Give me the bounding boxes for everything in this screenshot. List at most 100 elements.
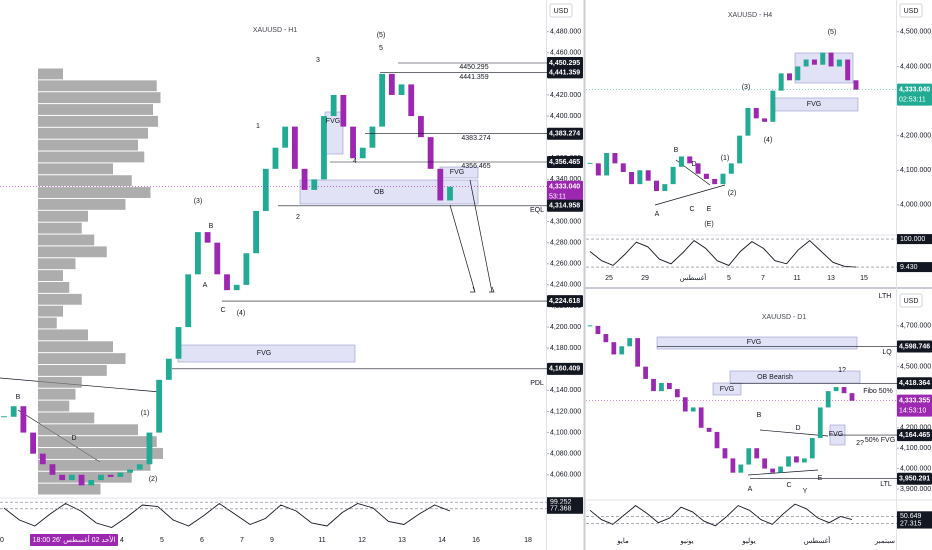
- oscillator-label: 99.252: [550, 499, 572, 506]
- candle: [165, 358, 172, 380]
- y-tick-label: 4,100.000: [900, 167, 931, 174]
- volume-profile-bar: [38, 210, 88, 222]
- annotation: A: [655, 211, 660, 218]
- annotation: 50% FVG: [865, 437, 895, 444]
- candle: [175, 327, 182, 359]
- annotation: (1): [141, 410, 150, 417]
- candle: [427, 137, 434, 169]
- candle: [770, 468, 775, 473]
- candle: [820, 52, 826, 65]
- annotation: (4): [237, 310, 246, 317]
- annotation: (1): [721, 155, 730, 162]
- y-tick-label: 4,200.000: [550, 324, 581, 331]
- annotation: B: [757, 412, 762, 419]
- candle: [156, 379, 163, 433]
- candle: [825, 391, 831, 408]
- candle: [651, 378, 656, 392]
- x-tick-label: 14: [438, 537, 446, 544]
- candle: [233, 284, 240, 291]
- volume-profile-bar: [38, 341, 113, 353]
- y-tick-label: 4,000.000: [900, 202, 931, 209]
- annotation: (4): [764, 137, 773, 144]
- candle: [794, 456, 799, 463]
- candle: [833, 387, 839, 392]
- price-label-box: [897, 429, 932, 442]
- annotation: E: [818, 475, 823, 482]
- candle: [59, 474, 66, 481]
- candle: [321, 116, 327, 180]
- candle: [682, 397, 688, 412]
- price-label-box: [897, 394, 932, 417]
- candle: [49, 464, 56, 475]
- price-label-box: [547, 66, 583, 79]
- x-tick-label: 5: [160, 537, 164, 544]
- candle: [447, 186, 453, 201]
- candle: [595, 163, 601, 176]
- y-tick-label: 4,400.000: [550, 113, 581, 120]
- x-tick-label: 29: [641, 275, 649, 282]
- candle: [635, 338, 641, 367]
- candle: [243, 253, 250, 285]
- oscillator-line: [589, 240, 857, 268]
- candle: [359, 147, 366, 159]
- x-tick-label: 0: [0, 537, 4, 544]
- y-tick-label: 4,120.000: [550, 408, 581, 415]
- annotation: PDL: [530, 380, 544, 387]
- annotation: 3: [316, 57, 320, 64]
- candle: [185, 274, 192, 328]
- candle: [737, 135, 743, 164]
- price-label: 4,418.364: [899, 380, 930, 387]
- x-tick-label: 12: [358, 537, 366, 544]
- candle: [841, 387, 847, 394]
- annotation: A: [748, 486, 753, 493]
- projection-arrows: [449, 179, 495, 293]
- candle: [117, 472, 124, 477]
- annotation: Y: [803, 488, 808, 495]
- y-tick-label: 4,300.000: [550, 218, 581, 225]
- candle: [670, 166, 676, 185]
- volume-profile-bar: [38, 270, 63, 281]
- price-label-box: [547, 180, 583, 203]
- volume-profile-bar: [38, 329, 88, 341]
- annotation: 4450.295: [459, 64, 488, 71]
- annotation: 4: [353, 158, 357, 165]
- annotation: C: [220, 307, 225, 314]
- candle: [754, 448, 760, 459]
- oscillator-label-box: [897, 262, 932, 273]
- annotation: (5): [828, 29, 837, 36]
- annotation: LTH: [879, 293, 892, 300]
- fvg-zone: [712, 382, 742, 396]
- x-tick-label: 4: [120, 537, 124, 544]
- volume-profile-bar: [38, 234, 95, 246]
- annotation: (2): [149, 476, 158, 483]
- annotation: OB: [374, 189, 384, 196]
- volume-profile-bar: [38, 246, 107, 258]
- candle: [136, 464, 143, 470]
- price-label: 4,164.465: [899, 432, 930, 439]
- y-tick-label: 4,240.000: [550, 282, 581, 289]
- candle: [687, 156, 693, 164]
- candle: [619, 346, 625, 355]
- candle: [98, 474, 104, 481]
- candle: [204, 232, 211, 243]
- trendline: [747, 469, 819, 476]
- candle: [728, 163, 734, 174]
- annotation: A: [203, 282, 208, 289]
- candle: [30, 432, 36, 454]
- candle: [262, 168, 269, 212]
- oscillator-label-box: [897, 234, 932, 245]
- annotation: D: [795, 425, 800, 432]
- oscillator-label-box: [897, 511, 932, 522]
- price-label: 4,160.409: [549, 366, 580, 373]
- annotation: 4441.359: [459, 74, 488, 81]
- candle: [849, 393, 855, 401]
- price-label-box: [547, 127, 583, 140]
- candle: [787, 73, 792, 81]
- price-label: 4,333.040: [899, 86, 930, 93]
- candle: [795, 66, 801, 81]
- annotation: 1: [256, 123, 260, 130]
- ob-zone: [729, 370, 861, 384]
- candle: [291, 126, 298, 169]
- candle: [388, 73, 395, 95]
- candle: [662, 184, 668, 192]
